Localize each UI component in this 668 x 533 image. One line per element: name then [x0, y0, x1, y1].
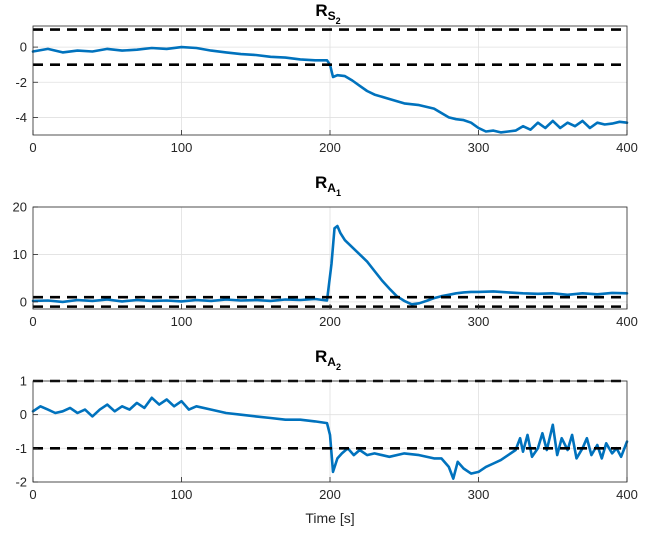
panel-rs2-title: RS2 — [315, 1, 340, 26]
series-line — [31, 45, 629, 134]
panel-ra1-yticks: 0 10 20 — [13, 200, 38, 309]
y-tick-label: -2 — [15, 475, 27, 490]
panel-ra2-series — [31, 396, 629, 480]
panel-ra2-title: RA2 — [315, 347, 341, 372]
x-tick-label: 200 — [319, 140, 341, 155]
y-tick-label: -2 — [15, 75, 27, 90]
x-tick-label: 0 — [29, 314, 36, 329]
y-tick-label: 0 — [20, 294, 27, 309]
panel-ra2: RA2 Time [s] 0 100 200 300 400 -2 -1 0 1 — [15, 347, 637, 526]
x-tick-label: 200 — [319, 314, 341, 329]
series-line — [31, 396, 629, 480]
x-tick-label: 400 — [616, 140, 638, 155]
y-tick-label: 0 — [20, 40, 27, 55]
panel-rs2-series — [31, 45, 629, 134]
x-tick-label: 0 — [29, 487, 36, 502]
x-tick-label: 100 — [171, 314, 193, 329]
y-tick-label: 0 — [20, 407, 27, 422]
y-tick-label: -4 — [15, 110, 27, 125]
x-tick-label: 0 — [29, 140, 36, 155]
x-tick-label: 400 — [616, 314, 638, 329]
panel-ra2-xticks: 0 100 200 300 400 — [29, 477, 638, 502]
panel-ra1-title: RA1 — [315, 173, 341, 198]
x-tick-label: 300 — [468, 314, 490, 329]
x-tick-label: 100 — [171, 140, 193, 155]
series-line — [31, 224, 629, 306]
panel-rs2-yticks: -4 -2 0 — [15, 40, 38, 125]
panel-rs2-xticks: 0 100 200 300 400 — [29, 130, 638, 155]
y-tick-label: 20 — [13, 200, 27, 215]
y-tick-label: 10 — [13, 247, 27, 262]
panel-rs2-thresholds — [33, 28, 627, 66]
panel-ra1: RA1 0 100 200 300 400 0 10 20 — [13, 173, 638, 329]
x-tick-label: 100 — [171, 487, 193, 502]
x-tick-label: 400 — [616, 487, 638, 502]
x-tick-label: 300 — [468, 140, 490, 155]
y-tick-label: -1 — [15, 441, 27, 456]
y-tick-label: 1 — [20, 374, 27, 389]
panel-rs2: RS2 0 100 200 300 400 -4 -2 0 — [15, 1, 637, 155]
panel-ra2-yticks: -2 -1 0 1 — [15, 374, 38, 490]
panel-rs2-grid — [33, 26, 627, 135]
x-tick-label: 200 — [319, 487, 341, 502]
x-tick-label: 300 — [468, 487, 490, 502]
panel-ra1-xticks: 0 100 200 300 400 — [29, 304, 638, 329]
x-axis-label: Time [s] — [305, 510, 354, 526]
panel-ra1-series — [31, 224, 629, 306]
